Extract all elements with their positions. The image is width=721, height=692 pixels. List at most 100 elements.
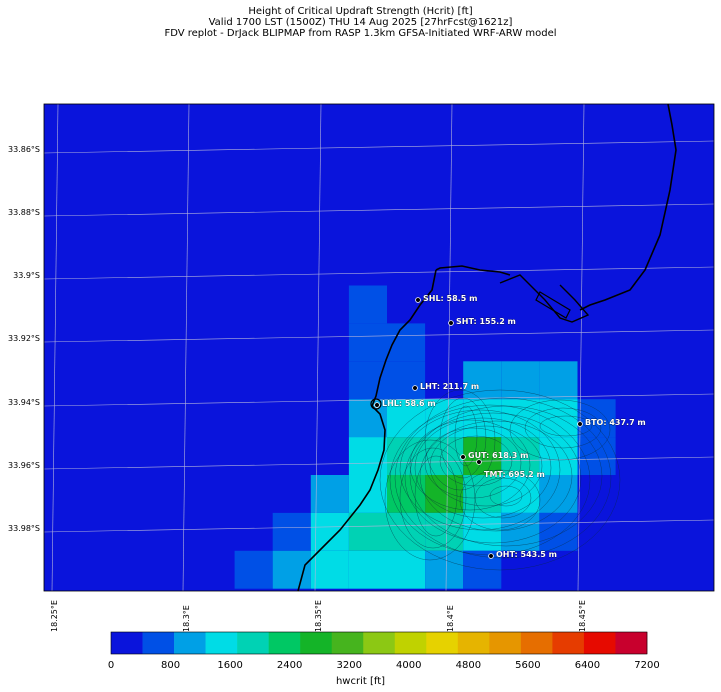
heatmap-cell	[501, 512, 540, 551]
colorbar-segment	[268, 632, 301, 654]
colorbar-segment	[426, 632, 459, 654]
heatmap-cell	[310, 550, 349, 589]
heatmap-cell	[348, 323, 387, 362]
heatmap-cell	[348, 437, 387, 475]
colorbar-tick-label: 3200	[336, 660, 362, 671]
terrain-contour	[459, 469, 541, 531]
heatmap-cell	[463, 512, 502, 551]
heatmap-cell	[348, 285, 387, 324]
terrain-contour	[404, 412, 582, 544]
y-tick-label: 33.94°S	[8, 398, 40, 407]
colorbar-segment	[363, 632, 396, 654]
terrain-contour	[424, 427, 522, 499]
heatmap-cell	[501, 475, 540, 513]
station-label-lhl: LHL: 58.6 m	[382, 399, 436, 408]
terrain-contour	[439, 397, 487, 479]
y-tick-label: 33.92°S	[8, 334, 40, 343]
heatmap-cell	[387, 512, 426, 551]
station-marker-lht	[412, 385, 418, 391]
heatmap-cell	[425, 475, 464, 513]
colorbar-segment	[205, 632, 238, 654]
grid-meridian	[314, 103, 322, 592]
harbour-pier	[535, 291, 571, 319]
terrain-contour	[439, 435, 513, 487]
station-marker-gut	[460, 454, 466, 460]
heatmap-cell	[539, 475, 578, 513]
station-marker-sht	[448, 320, 454, 326]
heatmap-cell	[310, 475, 349, 513]
terrain-contour	[409, 419, 531, 511]
colorbar-segment	[300, 632, 333, 654]
terrain-contour	[454, 405, 478, 467]
colorbar	[110, 631, 648, 655]
terrain-contour	[384, 439, 476, 561]
heatmap-cell	[348, 550, 387, 589]
station-markers: SHL: 58.5 m SHT: 155.2 m LHT: 211.7 m LHL: …	[374, 294, 646, 559]
grid-parallel	[43, 329, 715, 343]
x-tick-label: 18.25°E	[50, 600, 59, 632]
terrain-contour	[509, 399, 611, 461]
harbour-outline	[499, 274, 590, 323]
terrain-contour	[419, 420, 573, 532]
map-frame	[43, 103, 715, 592]
y-tick-label: 33.88°S	[8, 208, 40, 217]
heatmap-cell	[539, 361, 578, 400]
colorbar-segment	[552, 632, 585, 654]
terrain-contour	[394, 397, 612, 559]
terrain-contours	[379, 389, 621, 571]
station-label-gut: GUT: 618.3 m	[468, 451, 529, 460]
grid-meridian	[445, 103, 453, 592]
heatmap-cell	[539, 399, 578, 438]
station-label-bto: BTO: 437.7 m	[585, 418, 646, 427]
colorbar-tick-label: 4800	[455, 660, 482, 671]
y-tick-label: 33.9°S	[13, 271, 40, 280]
station-marker-lhl	[374, 402, 380, 408]
title-line-2: Valid 1700 LST (1500Z) THU 14 Aug 2025 […	[208, 17, 513, 28]
colorbar-segment	[394, 632, 427, 654]
station-marker-bto	[577, 421, 583, 427]
grid-parallel	[43, 266, 715, 280]
x-tick-label: 18.45°E	[578, 600, 587, 632]
station-label-oht: OHT: 543.5 m	[496, 550, 557, 559]
heatmap-cell	[348, 512, 387, 551]
terrain-contour	[414, 455, 458, 537]
colorbar-segment	[237, 632, 269, 654]
station-label-sht: SHT: 155.2 m	[456, 317, 516, 326]
x-tick-label: 18.3°E	[182, 605, 191, 632]
station-label-lht: LHT: 211.7 m	[420, 382, 479, 391]
heatmap-cell	[272, 550, 311, 589]
colorbar-segment	[520, 632, 553, 654]
heatmap-cell	[348, 361, 387, 400]
grid-parallel	[43, 140, 715, 154]
heatmap-cell	[310, 512, 349, 551]
heatmap-cell	[234, 550, 273, 589]
heatmap-cell	[387, 475, 426, 513]
grid-meridian	[182, 103, 190, 592]
title-line-1: Height of Critical Updraft Strength (Hcr…	[248, 6, 473, 17]
colorbar-segment	[489, 632, 522, 654]
colorbar-segment	[457, 632, 490, 654]
terrain-contour	[399, 447, 467, 549]
grid-meridian	[51, 103, 59, 592]
terrain-contour	[489, 485, 523, 507]
heatmap-cell	[463, 475, 502, 513]
colorbar-segment	[111, 632, 143, 654]
heatmap-cell	[425, 512, 464, 551]
heatmap-cell	[539, 512, 578, 551]
heatmap-cell	[577, 437, 616, 475]
terrain-contour	[524, 407, 602, 449]
terrain-contour	[399, 409, 561, 531]
terrain-contour	[424, 389, 496, 491]
coastline-path	[297, 103, 677, 592]
colorbar-segment	[615, 632, 648, 654]
x-tick-label: 18.35°E	[314, 600, 323, 632]
title-line-3: FDV replot - DrJack BLIPMAP from RASP 1.…	[164, 28, 557, 39]
colorbar-label: hwcrit [ft]	[335, 676, 386, 687]
heatmap-cell	[501, 361, 540, 400]
heatmap-cell	[272, 512, 311, 551]
station-marker-tmt	[476, 459, 482, 465]
heatmap-cell	[387, 399, 426, 438]
station-label-shl: SHL: 58.5 m	[423, 294, 477, 303]
colorbar-segment	[583, 632, 616, 654]
